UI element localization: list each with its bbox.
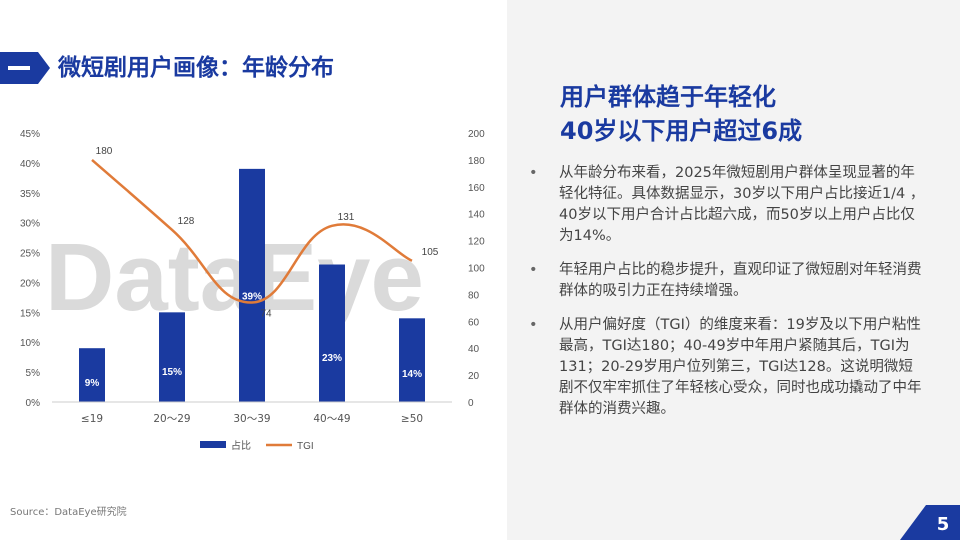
bar-data-label: 9%	[85, 378, 100, 389]
insight-item: • 从年龄分布来看，2025年微短剧用户群体呈现显著的年轻化特征。具体数据显示，3…	[527, 163, 927, 247]
tgi-data-label: 105	[422, 247, 439, 258]
bullet-icon: •	[529, 262, 538, 278]
y-right-tick-label: 200	[468, 129, 485, 140]
bullet-icon: •	[529, 317, 538, 333]
x-tick-label: 20～29	[153, 413, 190, 425]
page-number-badge: 5	[926, 505, 960, 540]
y-right-tick-label: 20	[468, 371, 480, 382]
watermark-text: DataEye	[45, 224, 424, 331]
y-left-tick-label: 10%	[20, 338, 40, 349]
title-dash-icon	[8, 66, 30, 70]
y-right-tick-label: 120	[468, 237, 485, 248]
y-left-tick-label: 25%	[20, 249, 40, 260]
page-number: 5	[936, 514, 950, 535]
bar	[319, 264, 345, 402]
bar	[159, 312, 185, 402]
tgi-data-label: 131	[338, 212, 355, 223]
age-distribution-chart: DataEye 9% 15% 39% 23% 14% 180 128 74 131 105 0%…	[0, 120, 500, 470]
page-number-corner	[900, 505, 926, 540]
y-right-tick-label: 60	[468, 317, 480, 328]
headline: 用户群体趋于年轻化 40岁以下用户超过6成	[560, 80, 920, 148]
legend-bar-swatch	[200, 441, 226, 448]
tgi-data-label: 180	[96, 146, 113, 157]
legend-line-label: TGI	[297, 441, 314, 452]
bar	[79, 348, 105, 402]
y-left-tick-label: 40%	[20, 159, 40, 170]
y-left-tick-label: 5%	[26, 368, 41, 379]
y-right-tick-label: 0	[468, 398, 474, 409]
chart-svg: DataEye 9% 15% 39% 23% 14% 180 128 74 131 105 0%…	[20, 129, 485, 452]
insight-text: 从年龄分布来看，2025年微短剧用户群体呈现显著的年轻化特征。具体数据显示，30…	[559, 165, 925, 244]
insight-text: 年轻用户占比的稳步提升，直观印证了微短剧对年轻消费群体的吸引力正在持续增强。	[559, 262, 922, 299]
insight-item: • 年轻用户占比的稳步提升，直观印证了微短剧对年轻消费群体的吸引力正在持续增强。	[527, 260, 927, 302]
y-left-tick-label: 0%	[26, 398, 41, 409]
y-right-tick-label: 80	[468, 290, 480, 301]
x-tick-label: ≥50	[401, 413, 423, 425]
legend-bar-label: 占比	[231, 439, 251, 452]
insight-text: 从用户偏好度（TGI）的维度来看：19岁及以下用户粘性最高，TGI达180；40…	[559, 317, 922, 417]
bar-data-label: 39%	[242, 291, 262, 302]
y-left-tick-label: 15%	[20, 308, 40, 319]
page-title: 微短剧用户画像：年龄分布	[58, 55, 334, 81]
tgi-data-label: 74	[260, 308, 272, 319]
bar-data-label: 14%	[402, 369, 422, 380]
y-right-tick-label: 100	[468, 264, 485, 275]
source-note: Source：DataEye研究院	[10, 507, 127, 518]
bar	[399, 318, 425, 402]
y-left-tick-label: 20%	[20, 278, 40, 289]
right-panel-background	[507, 0, 960, 540]
x-tick-label: 30～39	[233, 413, 270, 425]
x-tick-label: ≤19	[81, 413, 103, 425]
tgi-data-label: 128	[178, 216, 195, 227]
x-tick-label: 40～49	[313, 413, 350, 425]
y-left-tick-label: 45%	[20, 129, 40, 140]
insight-list: • 从年龄分布来看，2025年微短剧用户群体呈现显著的年轻化特征。具体数据显示，3…	[527, 163, 927, 433]
headline-line-2: 40岁以下用户超过6成	[560, 117, 803, 145]
y-left-tick-label: 35%	[20, 189, 40, 200]
y-right-tick-label: 160	[468, 183, 485, 194]
y-right-tick-label: 140	[468, 210, 485, 221]
bar	[239, 168, 265, 402]
headline-line-1: 用户群体趋于年轻化	[560, 83, 776, 111]
title-accent-arrow	[38, 52, 50, 84]
y-right-tick-label: 180	[468, 156, 485, 167]
insight-item: • 从用户偏好度（TGI）的维度来看：19岁及以下用户粘性最高，TGI达180；4…	[527, 315, 927, 420]
bullet-icon: •	[529, 165, 538, 181]
bar-data-label: 15%	[162, 367, 182, 378]
y-left-tick-label: 30%	[20, 219, 40, 230]
y-right-tick-label: 40	[468, 344, 480, 355]
tgi-line	[91, 158, 413, 304]
bar-data-label: 23%	[322, 353, 342, 364]
